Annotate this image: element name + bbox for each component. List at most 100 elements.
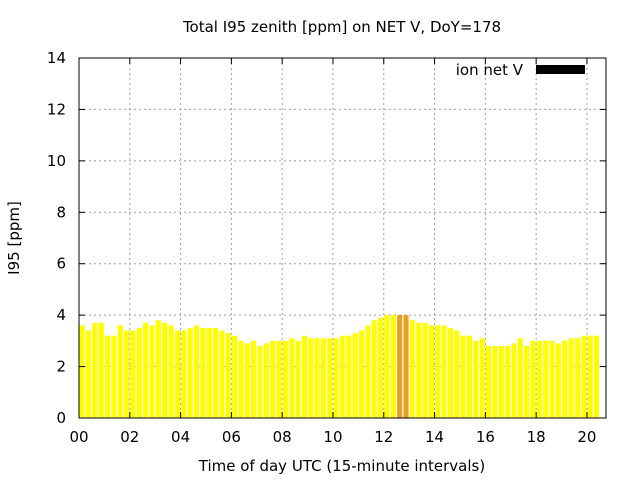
bar bbox=[174, 330, 180, 418]
y-tick-label: 12 bbox=[47, 100, 66, 118]
bar bbox=[390, 315, 396, 418]
bar bbox=[441, 325, 447, 418]
bar bbox=[422, 322, 428, 418]
bar bbox=[574, 338, 581, 418]
bar bbox=[193, 325, 200, 418]
bar bbox=[85, 330, 92, 418]
bar bbox=[314, 338, 320, 418]
bar bbox=[543, 340, 549, 418]
bar bbox=[289, 338, 295, 418]
bar bbox=[339, 335, 346, 418]
bar bbox=[124, 330, 130, 418]
x-tick-label: 04 bbox=[171, 428, 190, 446]
legend: ion net V bbox=[456, 61, 585, 79]
y-tick-label: 0 bbox=[56, 409, 66, 427]
y-tick-label: 8 bbox=[56, 203, 66, 221]
grid-lines bbox=[79, 58, 606, 418]
bars bbox=[79, 315, 600, 418]
y-tick-label: 6 bbox=[56, 255, 66, 273]
bar bbox=[79, 325, 85, 418]
x-tick-label: 18 bbox=[527, 428, 546, 446]
bar bbox=[181, 330, 187, 418]
bar bbox=[282, 340, 288, 418]
bar bbox=[505, 346, 511, 418]
bar bbox=[276, 340, 282, 418]
bar bbox=[473, 340, 479, 418]
bar bbox=[524, 346, 530, 418]
bar bbox=[403, 315, 409, 418]
y-tick-label: 4 bbox=[56, 306, 66, 324]
y-tick-label: 10 bbox=[47, 152, 66, 170]
bar bbox=[371, 320, 377, 418]
bar bbox=[397, 315, 403, 418]
x-tick-label: 06 bbox=[222, 428, 241, 446]
bar bbox=[454, 330, 460, 418]
bar bbox=[530, 340, 536, 418]
bar bbox=[568, 338, 574, 418]
bar bbox=[327, 338, 333, 418]
bar bbox=[479, 338, 485, 418]
bar bbox=[352, 333, 358, 418]
bar bbox=[212, 328, 219, 418]
legend-swatch bbox=[536, 65, 585, 74]
x-tick-label: 02 bbox=[120, 428, 139, 446]
plot-frame bbox=[78, 57, 607, 419]
bar bbox=[270, 340, 276, 418]
x-tick-label: 10 bbox=[323, 428, 342, 446]
bar bbox=[168, 325, 174, 418]
bar bbox=[130, 330, 136, 418]
y-axis-label: I95 [ppm] bbox=[5, 201, 23, 275]
bar bbox=[231, 335, 238, 418]
bar bbox=[98, 322, 104, 418]
bar bbox=[365, 325, 371, 418]
x-tick-label: 16 bbox=[476, 428, 495, 446]
bar bbox=[555, 343, 561, 418]
x-tick-label: 12 bbox=[374, 428, 393, 446]
bar bbox=[92, 322, 98, 418]
bar bbox=[549, 340, 555, 418]
bar bbox=[104, 335, 111, 418]
bar bbox=[587, 335, 593, 418]
x-tick-label: 14 bbox=[425, 428, 444, 446]
x-axis-label: Time of day UTC (15-minute intervals) bbox=[198, 457, 485, 475]
bar bbox=[485, 346, 492, 418]
x-tick-label: 08 bbox=[273, 428, 292, 446]
axis-ticks bbox=[78, 57, 606, 419]
bar bbox=[593, 335, 600, 418]
x-tick-label: 00 bbox=[69, 428, 88, 446]
bar bbox=[257, 346, 263, 418]
bar bbox=[384, 315, 390, 418]
bar bbox=[562, 340, 568, 418]
bar bbox=[346, 335, 352, 418]
bar bbox=[295, 340, 301, 418]
bar bbox=[536, 340, 542, 418]
y-tick-label: 14 bbox=[47, 49, 66, 67]
bar bbox=[117, 325, 123, 418]
bar bbox=[428, 325, 434, 418]
bar bbox=[460, 335, 466, 418]
bar bbox=[187, 328, 193, 418]
bar bbox=[206, 328, 212, 418]
bar bbox=[447, 328, 454, 418]
bar bbox=[498, 346, 504, 418]
chart-title: Total I95 zenith [ppm] on NET V, DoY=178 bbox=[182, 18, 501, 36]
bar bbox=[301, 335, 307, 418]
bar bbox=[251, 340, 257, 418]
bar bbox=[378, 317, 384, 418]
bar bbox=[435, 325, 441, 418]
bar bbox=[219, 330, 225, 418]
bar bbox=[238, 340, 244, 418]
bar bbox=[492, 346, 498, 418]
bar bbox=[136, 328, 142, 418]
bar bbox=[149, 325, 155, 418]
bar bbox=[308, 338, 314, 418]
bar bbox=[155, 320, 161, 418]
bar bbox=[244, 343, 250, 418]
bar bbox=[200, 328, 206, 418]
bar bbox=[511, 343, 517, 418]
bar bbox=[333, 338, 339, 418]
legend-label: ion net V bbox=[456, 61, 524, 79]
bar bbox=[517, 338, 523, 418]
